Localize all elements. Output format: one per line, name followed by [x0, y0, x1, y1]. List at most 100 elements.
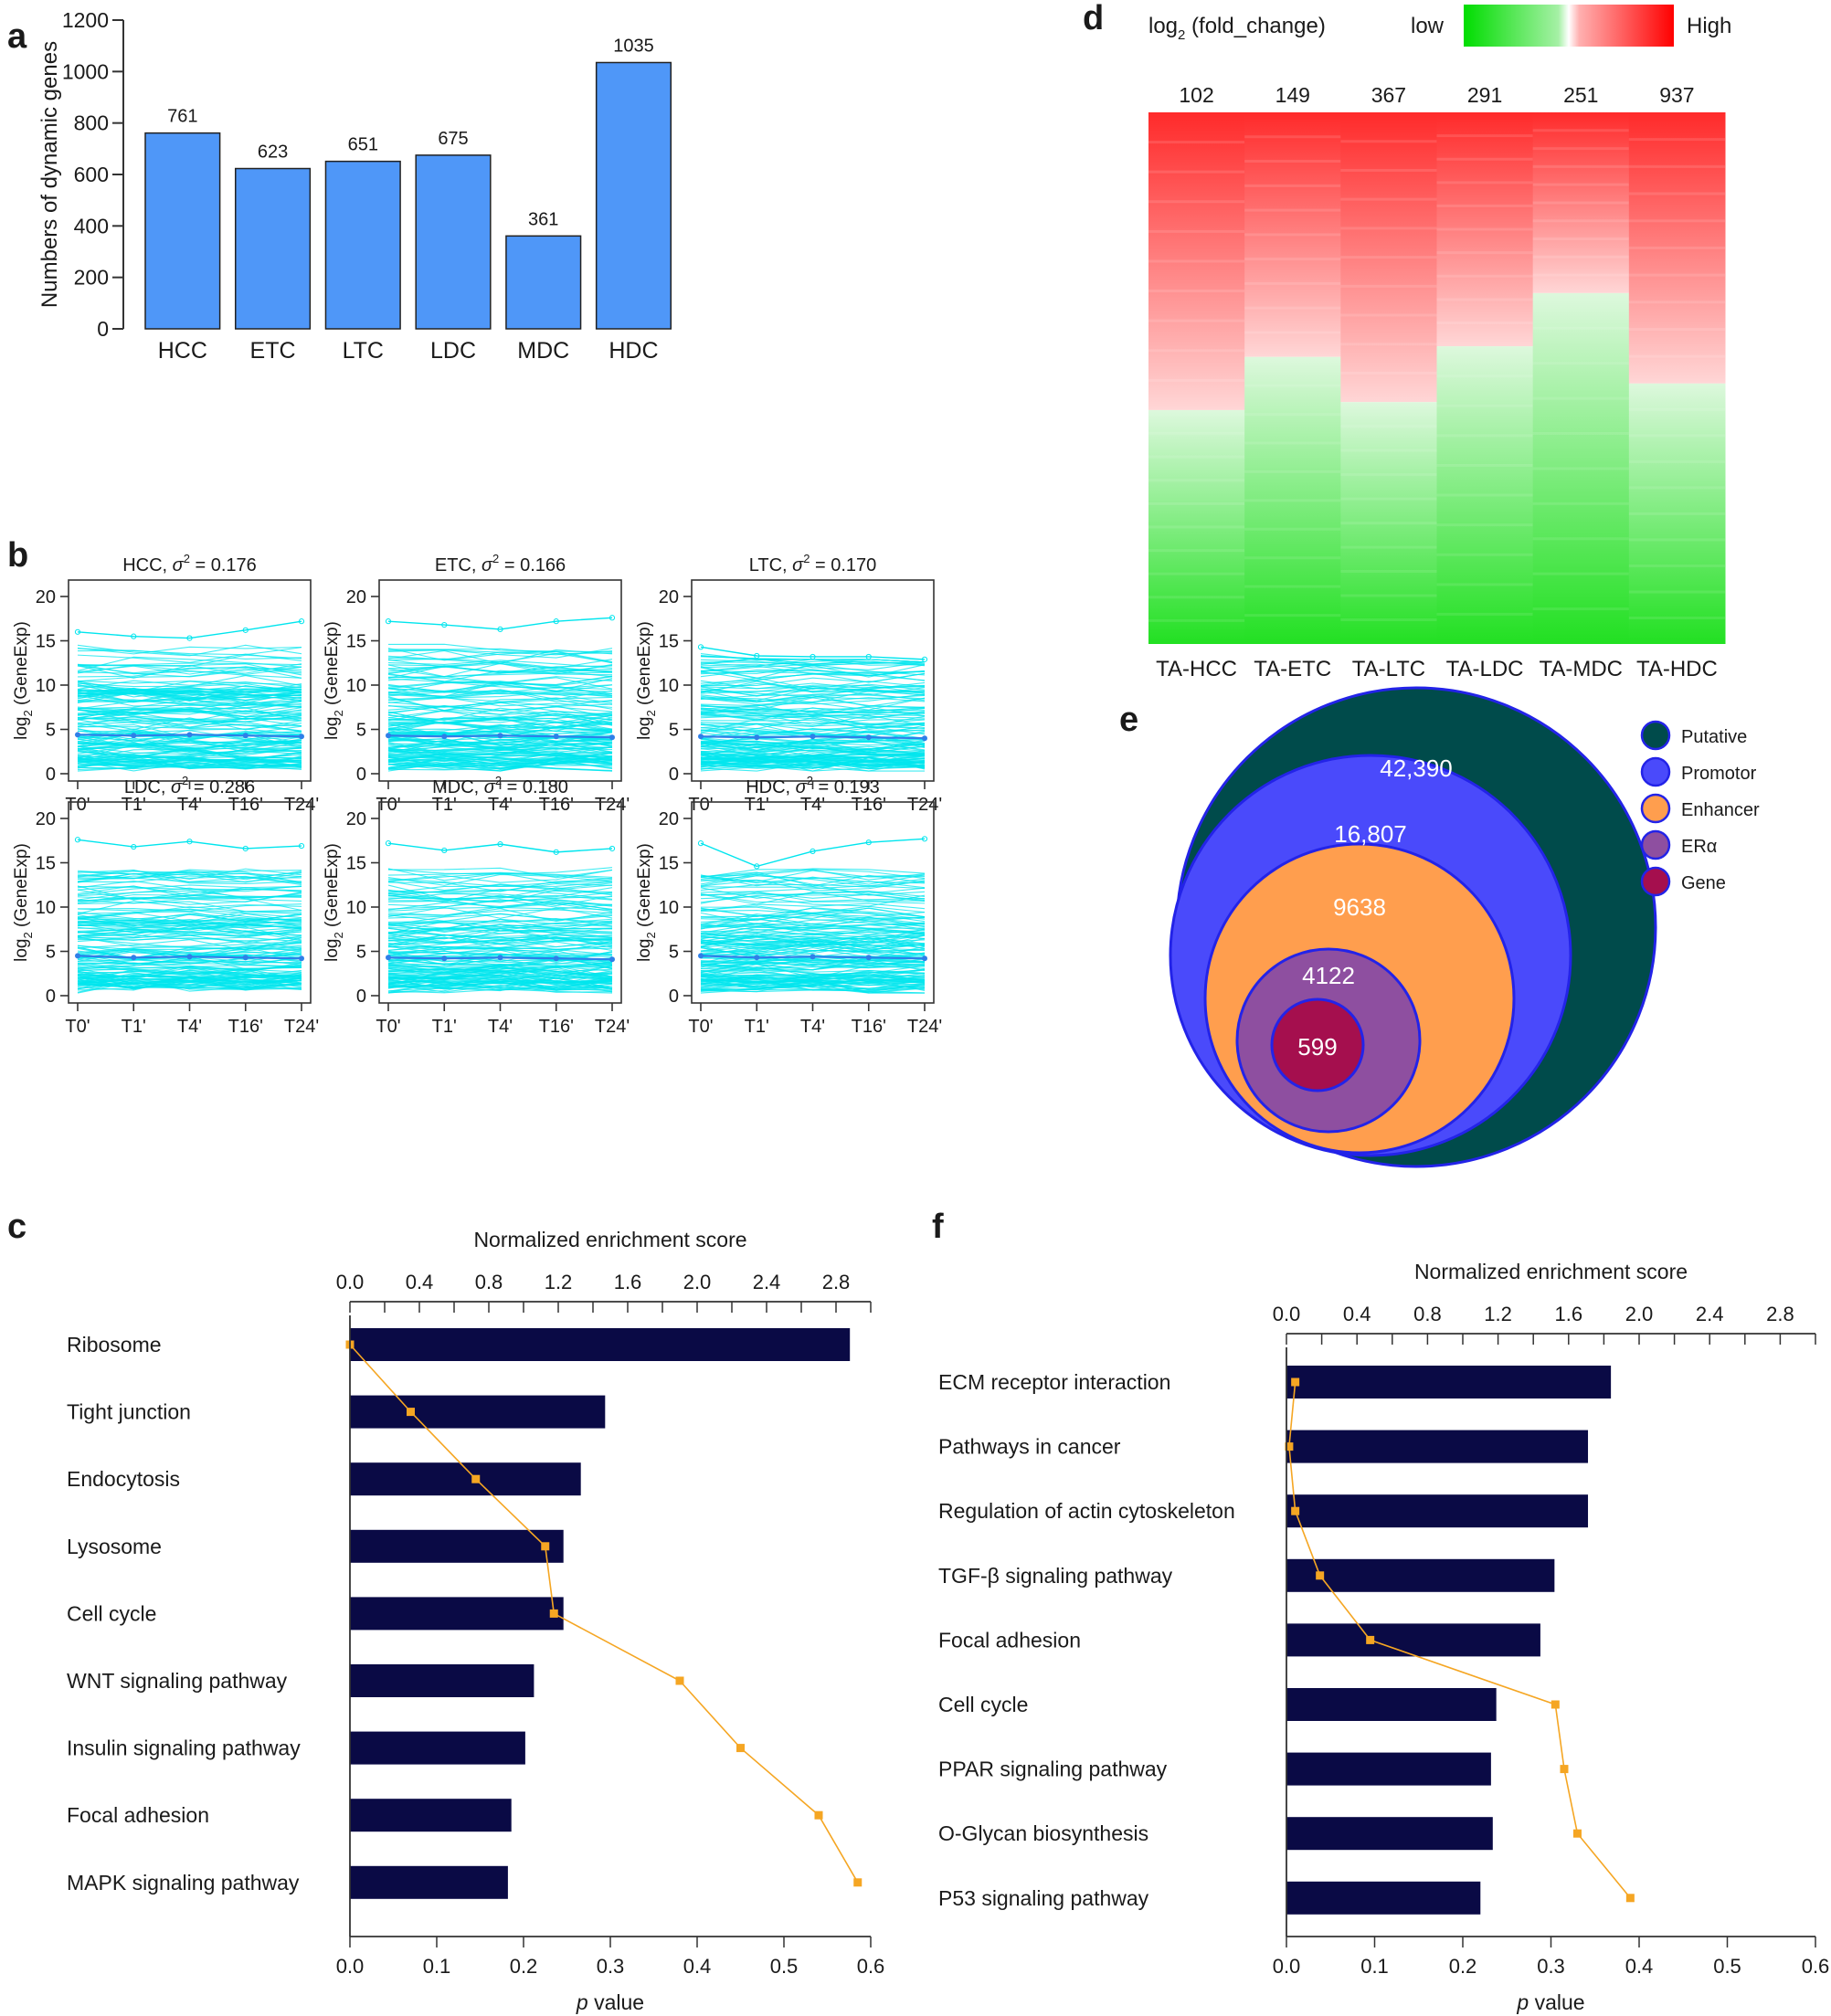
gene-line [387, 917, 613, 927]
x-tick-label: T24' [595, 795, 630, 815]
x-tick-label: T16' [539, 795, 574, 815]
subplot-title: HDC, σ2 = 0.193 [746, 774, 880, 797]
gene-line [700, 731, 926, 745]
subplot-title: HCC, σ2 = 0.176 [122, 552, 257, 575]
bar-value-label: 623 [258, 142, 288, 163]
gene-line [387, 736, 613, 745]
pvalue-point [1285, 1442, 1294, 1451]
pvalue-point [1291, 1506, 1300, 1515]
y-tick-label: 5 [46, 721, 56, 741]
bottom-tick-label: 0.2 [510, 1955, 538, 1978]
gene-line [387, 936, 613, 951]
bar-value-label: 1035 [613, 36, 654, 56]
subplot-title: MDC, σ2 = 0.180 [432, 774, 568, 797]
top-tick-label: 2.4 [1696, 1303, 1724, 1325]
gene-line [700, 935, 926, 948]
y-tick-label: 5 [669, 721, 679, 741]
gene-line [77, 946, 302, 959]
gene-line [77, 708, 302, 715]
gene-line [77, 738, 302, 749]
gene-line [77, 870, 302, 878]
gene-line [387, 881, 613, 892]
mean-point [441, 734, 448, 740]
gene-line [387, 710, 613, 722]
gene-line [77, 976, 302, 987]
y-tick-label: 600 [74, 163, 109, 186]
gene-line [77, 906, 302, 920]
y-tick-label: 5 [356, 943, 366, 963]
max-point [242, 845, 249, 852]
x-tick-label: T1' [745, 1017, 769, 1037]
heatmap-up-block [1628, 112, 1726, 384]
x-tick-label: T4' [800, 795, 825, 815]
gene-line [387, 664, 613, 673]
pvalue-point [1551, 1700, 1560, 1709]
max-line [387, 617, 613, 630]
gene-line [77, 699, 302, 710]
gene-line [77, 749, 302, 762]
gene-line [700, 741, 926, 746]
column-label: TA-ETC [1254, 657, 1331, 681]
gene-line [77, 872, 302, 883]
nes-bar [1286, 1623, 1540, 1657]
gene-line [700, 869, 926, 881]
x-tick-label: T1' [432, 1017, 457, 1037]
gene-line [77, 759, 302, 766]
gene-line [387, 873, 613, 886]
column-count-label: 102 [1179, 83, 1213, 107]
y-tick-label: 0 [356, 987, 366, 1007]
x-tick-label: T1' [745, 795, 769, 815]
bottom-tick-label: 0.6 [857, 1955, 885, 1978]
gene-line [387, 965, 613, 979]
y-tick-label: 1200 [62, 8, 109, 32]
gene-line [700, 925, 926, 937]
max-line [700, 646, 926, 660]
gene-line [700, 934, 926, 940]
x-tick-label: T24' [907, 1017, 942, 1037]
gene-line [77, 685, 302, 693]
y-tick-label: 1000 [62, 59, 109, 83]
gene-line [387, 881, 613, 894]
gene-line [387, 688, 613, 699]
gene-line [77, 973, 302, 984]
x-tick-label: T4' [488, 1017, 513, 1037]
gene-line [387, 662, 613, 678]
y-tick-label: 15 [36, 632, 56, 652]
gene-line [387, 867, 613, 879]
panel-d-heatmap: log2 (fold_change) low High 102 TA-HCC 149 TA-… [1148, 5, 1731, 681]
max-point [497, 626, 503, 632]
gene-line [700, 691, 926, 693]
mean-point [754, 734, 760, 741]
circle-gene [1270, 997, 1365, 1092]
gene-line [77, 921, 302, 931]
max-point [609, 845, 616, 852]
y-tick-label: 15 [346, 854, 366, 874]
panel-label-f: f [932, 1208, 944, 1246]
pvalue-point [1572, 1829, 1582, 1838]
pvalue-point [814, 1810, 823, 1820]
y-axis-title: log2 (GeneExp) [635, 843, 658, 962]
y-axis-title: log2 (GeneExp) [12, 843, 35, 962]
pathway-label: Tight junction [67, 1400, 191, 1424]
gene-line [387, 903, 613, 912]
panel-label-d: d [1083, 0, 1104, 37]
gene-line [77, 665, 302, 675]
gene-line [700, 927, 926, 937]
bar-etc [234, 167, 312, 330]
y-axis-title: log2 (GeneExp) [323, 843, 345, 962]
y-tick-label: 10 [36, 898, 56, 918]
nes-bar [350, 1328, 851, 1361]
gene-line [700, 918, 926, 928]
bottom-tick-label: 0.3 [597, 1955, 625, 1978]
gene-line [77, 707, 302, 717]
nes-bar [350, 1731, 525, 1765]
gene-line [387, 697, 613, 707]
bar-ldc [415, 154, 492, 330]
gene-line [77, 700, 302, 706]
gene-line [387, 696, 613, 708]
gene-line [387, 973, 613, 984]
max-point [385, 840, 392, 847]
bottom-axis-title: p value [576, 1990, 644, 2014]
panel-e-nested-circles: 42,390 16,807 9638 4122 599 Putative Promotor E… [1169, 686, 1760, 1168]
